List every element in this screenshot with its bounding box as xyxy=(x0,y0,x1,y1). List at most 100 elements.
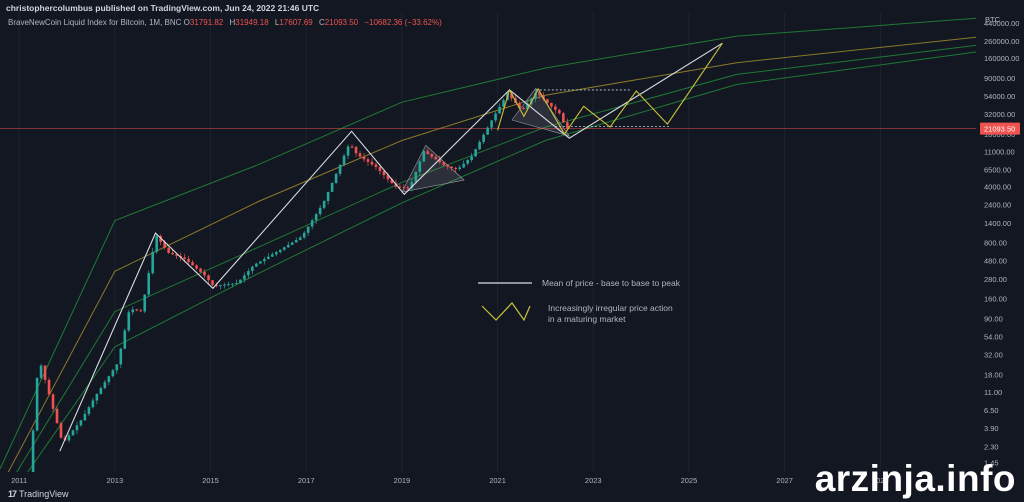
candle-body xyxy=(59,423,63,438)
candle-body xyxy=(75,425,79,431)
candle-body xyxy=(418,161,422,172)
candle-body xyxy=(274,252,278,255)
candle-body xyxy=(47,379,51,395)
candle-body xyxy=(430,153,434,157)
y-tick-label: 11000.00 xyxy=(984,147,1015,156)
candle-body xyxy=(502,100,505,107)
candle-body xyxy=(243,275,246,280)
tradingview-brand[interactable]: 17 TradingView xyxy=(8,489,69,499)
candle-body xyxy=(378,167,382,172)
candle-body xyxy=(390,179,394,184)
candle-body xyxy=(195,265,198,269)
candle-body xyxy=(95,393,99,401)
candle-body xyxy=(294,239,298,243)
candle-body xyxy=(458,167,461,170)
candle-body xyxy=(298,237,302,240)
candle-body xyxy=(322,201,326,208)
y-tick-label: 54000.00 xyxy=(984,92,1015,101)
candle-body xyxy=(191,262,194,266)
ohlc-open-label: O xyxy=(183,18,190,27)
candle-body xyxy=(51,394,55,409)
candle-body xyxy=(83,413,87,421)
candle-body xyxy=(87,407,91,414)
irregular-price-zigzag xyxy=(497,42,723,136)
candle-body xyxy=(103,382,107,389)
candle-body xyxy=(79,420,83,426)
candle-body xyxy=(446,164,450,167)
y-tick-label: 3.90 xyxy=(984,424,999,433)
candle-body xyxy=(358,153,362,157)
ohlc-change: −10682.36 (−33.62%) xyxy=(364,18,442,27)
ohlc-low-value: 17607.69 xyxy=(279,18,313,27)
y-tick-label: 18.00 xyxy=(984,371,1003,380)
candle-body xyxy=(334,173,338,183)
candle-body xyxy=(119,348,123,365)
candle-body xyxy=(267,256,270,259)
x-tick-label: 2015 xyxy=(202,476,219,485)
x-tick-label: 2029 xyxy=(872,476,889,485)
candle-body xyxy=(151,251,154,274)
candle-body xyxy=(566,122,569,129)
ohlc-close-value: 21093.50 xyxy=(324,18,359,27)
candle-body xyxy=(231,283,234,285)
candle-body xyxy=(99,388,103,394)
legend-zigzag-sample xyxy=(481,302,531,322)
candle-body xyxy=(286,244,290,248)
x-tick-label: 2019 xyxy=(394,476,411,485)
candle-body xyxy=(35,377,39,431)
y-tick-label: 160000.00 xyxy=(984,54,1019,63)
y-tick-label: 280.00 xyxy=(984,275,1007,284)
candle-body xyxy=(39,365,43,378)
candle-body xyxy=(362,156,366,160)
candle-body xyxy=(310,220,314,227)
y-tick-label: 32000.00 xyxy=(984,110,1015,119)
y-tick-label: 480.00 xyxy=(984,256,1007,265)
x-tick-label: 2017 xyxy=(298,476,315,485)
legend-zigzag-label-2: in a maturing market xyxy=(548,314,626,324)
candle-body xyxy=(314,214,318,221)
y-tick-label: 6500.00 xyxy=(984,166,1011,175)
candle-body xyxy=(163,241,166,248)
symbol-line: BraveNewCoin Liquid Index for Bitcoin, 1… xyxy=(8,18,446,27)
ohlc-low-label: L xyxy=(274,18,280,27)
candle-body xyxy=(239,279,242,284)
candle-body xyxy=(147,273,151,295)
candle-body xyxy=(199,268,202,272)
candle-body xyxy=(31,430,35,472)
candle-body xyxy=(470,156,473,161)
candle-body xyxy=(171,252,174,255)
candle-body xyxy=(422,151,426,162)
candle-body xyxy=(406,187,410,189)
candle-body xyxy=(350,146,354,148)
candle-body xyxy=(282,247,286,250)
candle-body xyxy=(43,365,47,380)
candle-body xyxy=(342,155,346,165)
channel-curve-1 xyxy=(7,36,976,472)
x-tick-label: 2011 xyxy=(11,476,27,485)
candle-body xyxy=(382,171,386,176)
candle-body xyxy=(247,270,250,276)
y-tick-label: 90000.00 xyxy=(984,74,1015,83)
candle-body xyxy=(482,134,485,142)
channel-curve-2 xyxy=(16,44,976,472)
candle-body xyxy=(187,258,190,263)
channel-curve-0 xyxy=(0,17,976,470)
y-tick-label: 54.00 xyxy=(984,332,1003,341)
candle-body xyxy=(474,149,477,157)
candle-body xyxy=(183,257,186,259)
candle-body xyxy=(290,242,294,245)
candle-body xyxy=(155,235,158,252)
y-tick-label: 11.00 xyxy=(984,388,1002,397)
candle-body xyxy=(271,254,274,257)
x-tick-label: 2021 xyxy=(489,476,506,485)
y-tick-label: 440000.00 xyxy=(984,19,1019,28)
tradingview-brand-label: TradingView xyxy=(19,489,69,499)
x-tick-label: 2023 xyxy=(585,476,602,485)
candle-body xyxy=(223,284,226,286)
candle-body xyxy=(123,330,127,349)
candle-body xyxy=(330,182,334,192)
candle-body xyxy=(131,309,135,313)
candle-body xyxy=(127,312,131,331)
